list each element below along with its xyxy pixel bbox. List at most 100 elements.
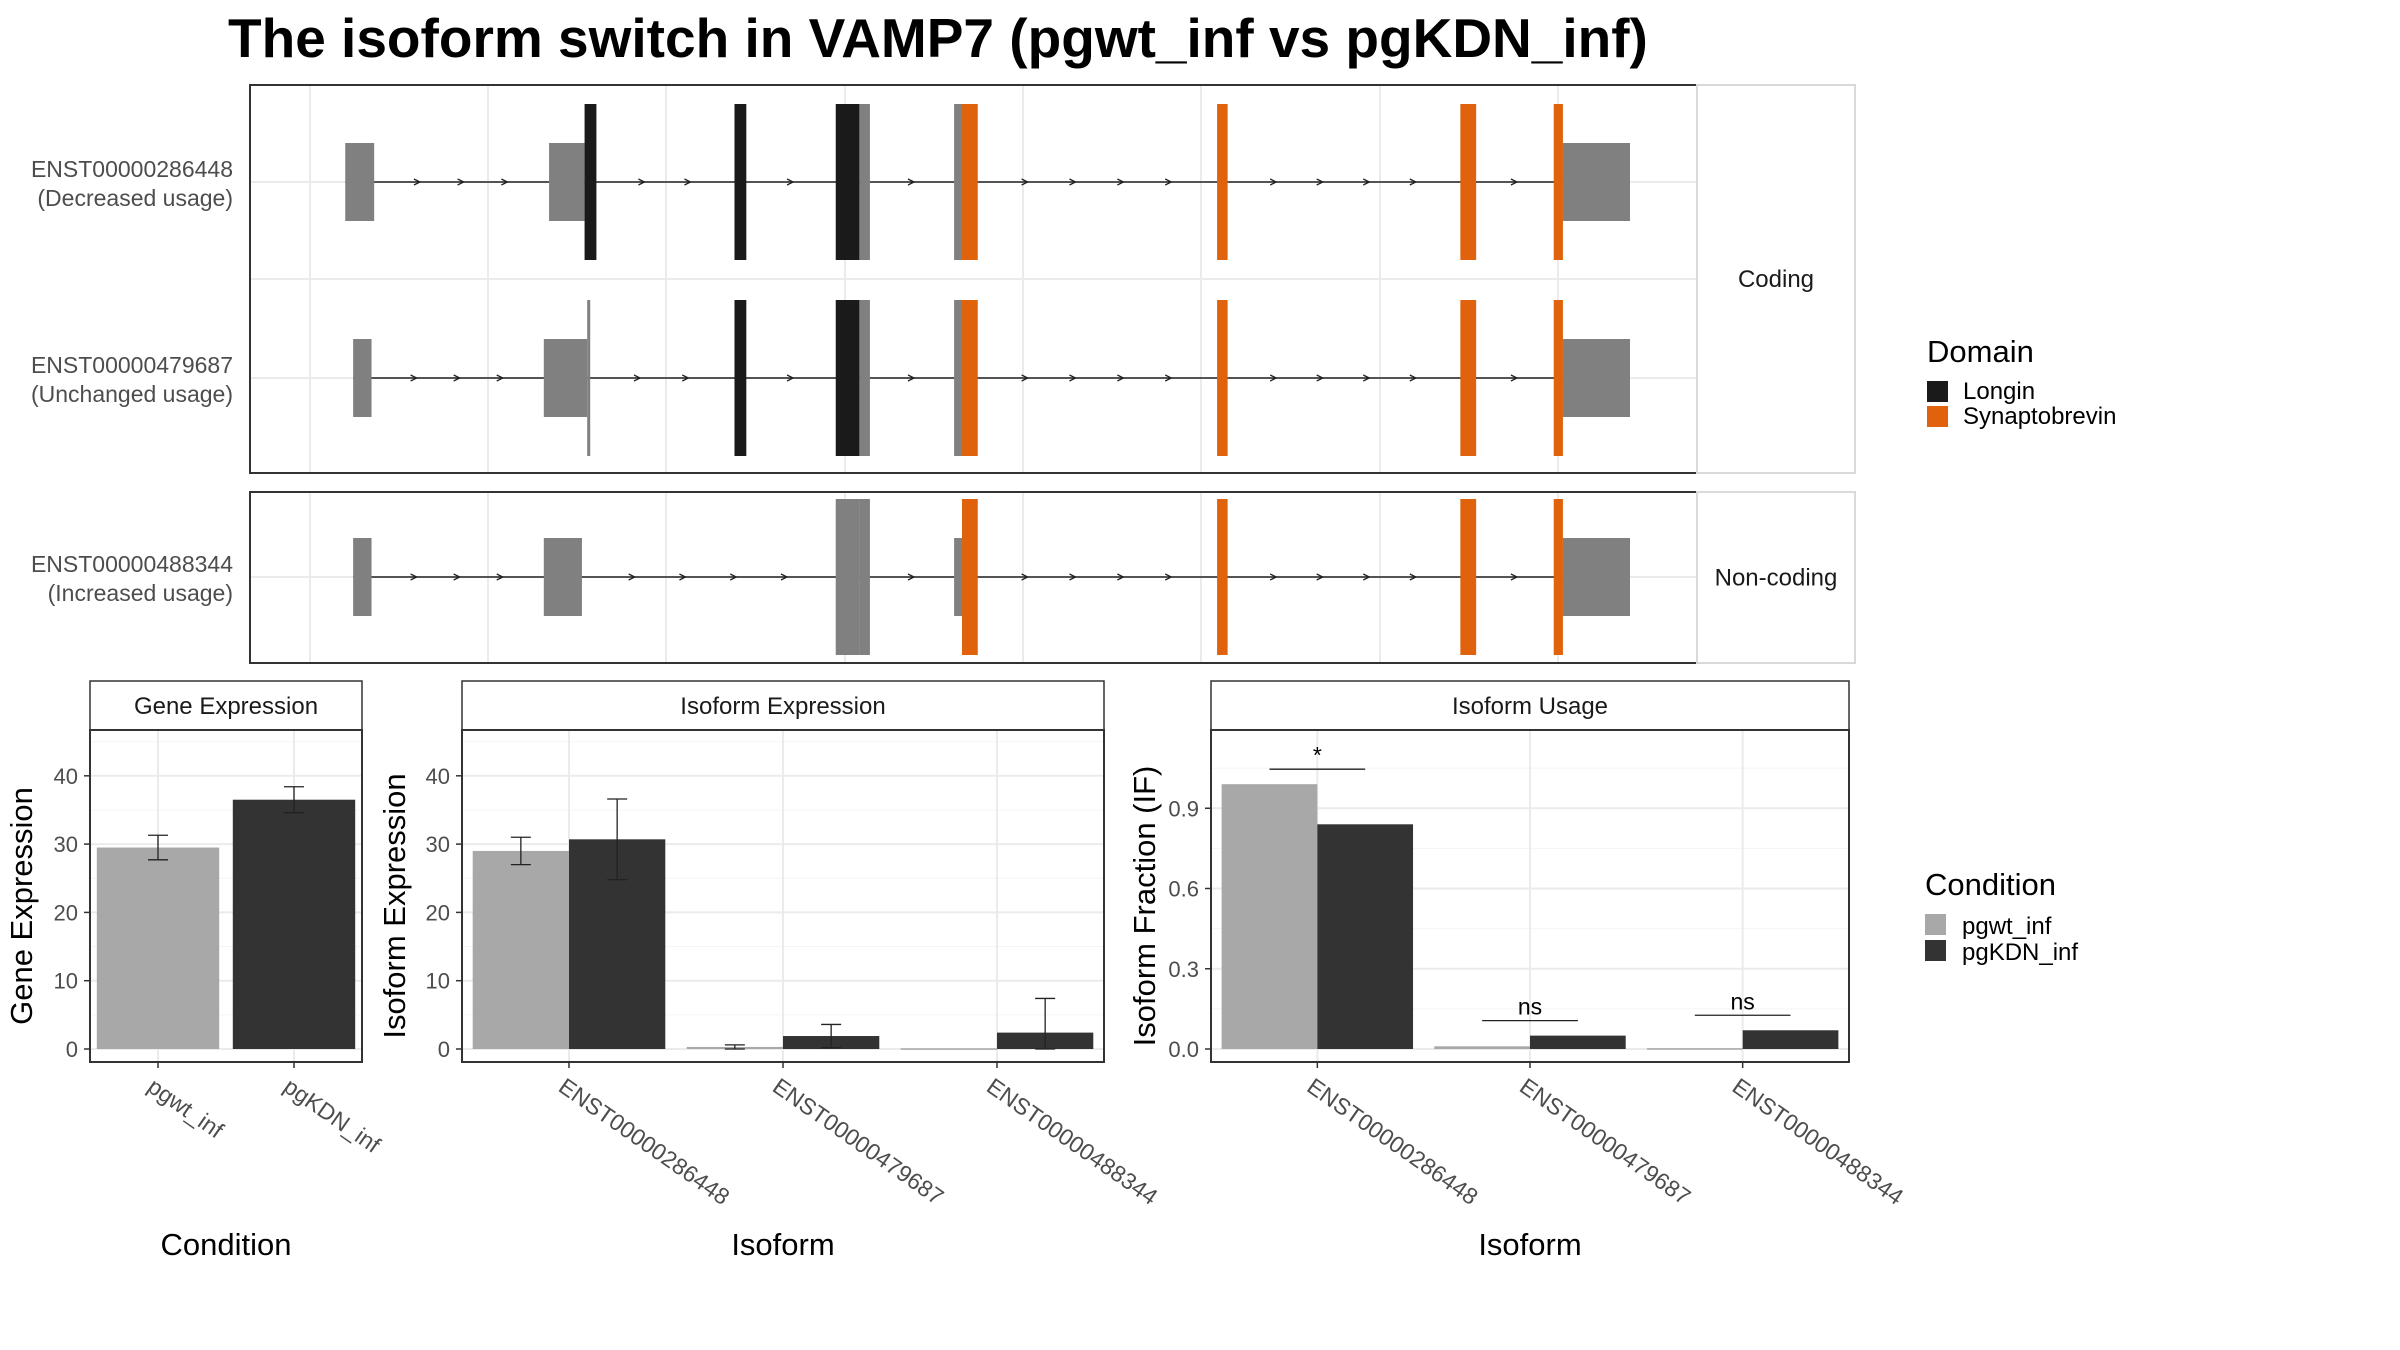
exon-synaptobrevin — [1217, 104, 1228, 260]
facet-strip — [1696, 84, 1856, 474]
x-tick-label: ENST00000479687 — [768, 1073, 948, 1210]
exon-utr — [543, 339, 588, 417]
exon-utr — [353, 538, 372, 616]
bar — [1317, 824, 1414, 1049]
domain-legend-title: Domain — [1927, 334, 2034, 369]
exon-cds — [587, 300, 591, 456]
exon-synaptobrevin — [1217, 499, 1228, 655]
exon-synaptobrevin — [961, 499, 978, 655]
isoform-structure-panel: ENST00000286448 (Decreased usage) ENST0000… — [31, 84, 1856, 664]
exon-utr — [1562, 143, 1630, 221]
y-tick-label: 0.3 — [1168, 957, 1199, 982]
facet-label: Coding — [1738, 266, 1814, 293]
y-tick-label: 10 — [54, 969, 78, 994]
y-tick-label: 40 — [54, 764, 78, 789]
exon-synaptobrevin — [1460, 104, 1477, 260]
chart-title: Isoform Usage — [1452, 693, 1608, 720]
significance-label: ns — [1518, 994, 1542, 1020]
x-tick-label: pgKDN_inf — [279, 1073, 386, 1158]
intron-arrow — [496, 573, 505, 581]
exon-synaptobrevin — [1217, 300, 1228, 456]
exon-longin — [835, 300, 860, 456]
bar — [472, 850, 569, 1049]
exon-cds — [954, 104, 962, 260]
intron-arrow — [501, 178, 509, 186]
figure-title: The isoform switch in VAMP7 (pgwt_inf vs… — [228, 7, 1648, 69]
x-axis-title: Isoform — [731, 1227, 834, 1262]
intron-arrow — [410, 374, 419, 382]
isoform-id-label: ENST00000479687 — [31, 352, 233, 378]
intron-arrow — [1021, 573, 1030, 581]
intron-arrow — [1069, 374, 1077, 382]
intron-arrow — [1362, 178, 1371, 186]
intron-arrow — [907, 178, 916, 186]
y-tick-label: 0.9 — [1168, 796, 1199, 821]
intron-arrow — [633, 374, 642, 382]
y-tick-label: 0 — [66, 1037, 78, 1062]
y-tick-label: 30 — [426, 832, 450, 857]
intron-arrow — [1510, 178, 1519, 186]
x-tick-label: ENST00000286448 — [1302, 1073, 1482, 1210]
intron-arrow — [729, 573, 738, 581]
exon-synaptobrevin — [1460, 499, 1477, 655]
y-axis-title: Gene Expression — [4, 787, 39, 1025]
intron-arrow — [1510, 374, 1519, 382]
intron-arrow — [453, 573, 462, 581]
bar — [900, 1048, 997, 1050]
isoform-usage-label: (Decreased usage) — [37, 185, 233, 211]
y-tick-label: 20 — [54, 900, 78, 925]
exon-synaptobrevin — [961, 300, 978, 456]
intron-arrow — [684, 178, 692, 186]
legend-swatch-pgKDN_inf — [1925, 940, 1946, 961]
bar — [96, 847, 220, 1049]
intron-arrow — [638, 178, 646, 186]
chart-strip — [1210, 680, 1850, 731]
exon-longin — [835, 104, 860, 260]
bar — [232, 799, 356, 1049]
intron-arrow — [1409, 573, 1418, 581]
exon-cds — [859, 104, 870, 260]
bar-charts: Gene Expression 0 10 20 30 40 pgwt_inf pgKDN_in… — [4, 680, 1909, 1262]
y-tick-label: 0.0 — [1168, 1037, 1199, 1062]
x-tick-label: ENST00000488344 — [1728, 1073, 1909, 1210]
chart-border — [461, 729, 1105, 1063]
intron-arrow — [628, 573, 637, 581]
intron-arrow — [1021, 374, 1030, 382]
intron-arrow — [1510, 573, 1519, 581]
exon-longin — [584, 104, 597, 260]
intron-arrow — [453, 374, 462, 382]
exon-utr — [549, 143, 585, 221]
bar — [1646, 1048, 1743, 1050]
intron-arrow — [679, 573, 687, 581]
exon-longin — [734, 104, 747, 260]
isoform-usage-label: (Increased usage) — [48, 580, 233, 606]
bar — [1742, 1030, 1839, 1049]
bar — [1221, 784, 1318, 1049]
intron-arrow — [1316, 374, 1325, 382]
y-tick-label: 0 — [438, 1037, 450, 1062]
chart-title: Gene Expression — [134, 693, 318, 720]
x-axis-title: Condition — [161, 1227, 292, 1262]
y-axis-title: Isoform Fraction (IF) — [1127, 766, 1162, 1047]
intron-arrow — [907, 573, 916, 581]
facet-label: Non-coding — [1715, 565, 1838, 592]
intron-arrow — [1164, 178, 1173, 186]
legend-swatch-longin — [1927, 381, 1948, 402]
condition-legend-title: Condition — [1925, 867, 2056, 902]
intron-arrow — [780, 573, 789, 581]
intron-arrow — [1069, 178, 1077, 186]
chart-border — [89, 729, 363, 1063]
legend-swatch-pgwt_inf — [1925, 914, 1946, 935]
legend-label-pgwt_inf: pgwt_inf — [1962, 913, 2052, 940]
chart-title: Isoform Expression — [680, 693, 885, 720]
x-tick-label: ENST00000286448 — [554, 1073, 734, 1210]
y-axis-title: Isoform Expression — [377, 773, 412, 1038]
y-tick-label: 40 — [426, 764, 450, 789]
intron-arrow — [1069, 573, 1077, 581]
domain-legend: Domain Longin Synaptobrevin — [1927, 334, 2116, 430]
intron-arrow — [1362, 374, 1371, 382]
exon-utr — [345, 143, 375, 221]
y-tick-label: 10 — [426, 969, 450, 994]
exon-synaptobrevin — [961, 104, 978, 260]
intron-arrow — [1164, 573, 1173, 581]
